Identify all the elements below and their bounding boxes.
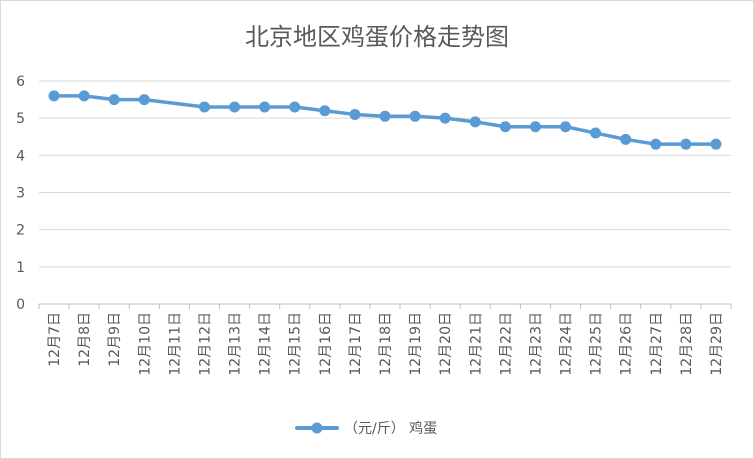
y-tick-label: 3 (16, 186, 25, 202)
data-point[interactable] (319, 105, 331, 117)
y-tick-label: 2 (16, 223, 25, 239)
x-tick-label: 12月27日 (649, 312, 665, 376)
series-layer (48, 90, 722, 150)
x-axis-ticks: 12月7日 12月8日 12月9日 12月10日 12月11日 12月12日 12月13日 1… (38, 304, 732, 376)
x-tick-label: 12月13日 (228, 312, 244, 376)
x-tick-label: 12月24日 (559, 312, 575, 376)
x-tick-label: 12月17日 (348, 312, 364, 376)
data-point[interactable] (259, 101, 271, 113)
y-tick-label: 0 (16, 297, 25, 313)
series-line-eggs (52, 94, 718, 146)
x-tick-label: 12月12日 (197, 312, 213, 376)
chart-title: 北京地区鸡蛋价格走势图 (245, 23, 509, 51)
x-tick-label: 12月25日 (589, 312, 605, 376)
legend-dot-marker (311, 422, 323, 434)
x-tick-label: 12月10日 (137, 312, 153, 376)
legend-label: （元/斤） 鸡蛋 (344, 420, 437, 437)
data-point[interactable] (289, 101, 301, 113)
data-point[interactable] (439, 112, 451, 124)
x-tick-label: 12月14日 (258, 312, 274, 376)
data-point[interactable] (379, 110, 391, 122)
x-tick-label: 12月28日 (679, 312, 695, 376)
data-point[interactable] (499, 121, 511, 133)
data-point[interactable] (78, 90, 90, 102)
data-point[interactable] (560, 121, 572, 133)
data-point[interactable] (529, 121, 541, 133)
x-tick-label: 12月23日 (528, 312, 544, 376)
data-point[interactable] (138, 94, 150, 106)
x-tick-label: 12月18日 (378, 312, 394, 376)
x-tick-label: 12月22日 (498, 312, 514, 376)
data-point[interactable] (198, 101, 210, 113)
data-point[interactable] (108, 94, 120, 106)
x-tick-label: 12月15日 (288, 312, 304, 376)
x-tick-label: 12月11日 (167, 312, 183, 376)
y-tick-label: 4 (16, 148, 25, 164)
data-point[interactable] (469, 116, 481, 128)
y-tick-label: 1 (16, 260, 25, 276)
x-tick-label: 12月21日 (468, 312, 484, 376)
y-tick-label: 6 (16, 74, 25, 90)
data-point[interactable] (349, 108, 361, 120)
data-point[interactable] (48, 90, 60, 102)
data-point[interactable] (620, 133, 632, 145)
data-point[interactable] (680, 138, 692, 150)
x-tick-label: 12月8日 (77, 312, 93, 367)
x-tick-label: 12月29日 (709, 312, 725, 376)
x-tick-label: 12月9日 (107, 312, 123, 367)
x-tick-label: 12月7日 (47, 312, 63, 367)
data-point[interactable] (409, 110, 421, 122)
y-tick-label: 5 (16, 111, 25, 127)
data-point[interactable] (590, 127, 602, 139)
x-tick-label: 12月26日 (619, 312, 635, 376)
y-axis-ticks: 0 1 2 3 4 5 6 (16, 74, 25, 313)
data-point[interactable] (650, 138, 662, 150)
x-tick-label: 12月16日 (318, 312, 334, 376)
legend[interactable]: （元/斤） 鸡蛋 (295, 420, 437, 437)
data-point[interactable] (710, 138, 722, 150)
data-point[interactable] (229, 101, 241, 113)
x-tick-label: 12月19日 (408, 312, 424, 376)
x-tick-label: 12月20日 (438, 312, 454, 376)
